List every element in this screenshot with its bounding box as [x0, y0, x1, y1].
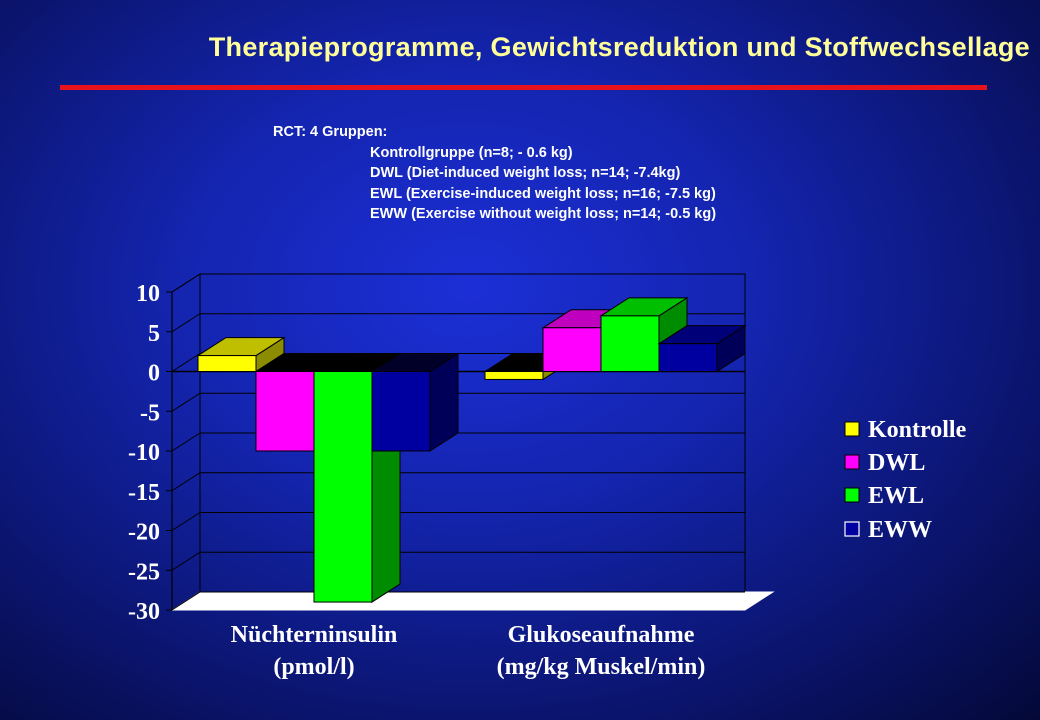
gridline — [171, 273, 745, 293]
notes-heading: RCT: 4 Gruppen: — [273, 124, 388, 140]
y-tick-label: -20 — [128, 520, 160, 546]
gridline — [171, 432, 745, 452]
y-tick-label: -30 — [128, 599, 160, 625]
legend-swatch-eww — [844, 521, 860, 537]
legend-label: EWL — [868, 483, 924, 509]
y-tick-label: 5 — [148, 321, 160, 347]
slide-title: Therapieprogramme, Gewichtsreduktion und… — [208, 32, 1030, 62]
y-tick-label: 10 — [136, 281, 160, 307]
category-label-line2: (pmol/l) — [273, 654, 354, 680]
gridline — [171, 591, 745, 611]
gridline — [171, 392, 745, 412]
category-label-line1: Nüchterninsulin — [231, 622, 398, 648]
category-label-line1: Glukoseaufnahme — [508, 622, 695, 648]
y-tick-label: -25 — [128, 559, 160, 585]
y-axis: 10 5 0 -5 -10 -15 -20 -25 -30 — [128, 281, 173, 625]
legend-swatch-dwl — [844, 454, 860, 470]
notes-group-ewl: EWL (Exercise-induced weight loss; n=16;… — [370, 185, 716, 202]
legend-label: EWW — [868, 517, 932, 543]
gridline — [171, 313, 745, 333]
legend-label: DWL — [868, 450, 925, 476]
chart-legend: Kontrolle DWL EWL EWW — [844, 417, 967, 543]
notes-group-eww: EWW (Exercise without weight loss; n=14;… — [370, 206, 717, 222]
y-tick-label: -5 — [140, 400, 160, 426]
category-label-line2: (mg/kg Muskel/min) — [497, 654, 706, 680]
bars — [196, 296, 747, 603]
x-axis-labels: Nüchterninsulin (pmol/l) Glukoseaufnahme… — [231, 622, 706, 680]
y-tick-label: -10 — [128, 440, 160, 466]
bar — [313, 371, 373, 603]
gridline — [171, 512, 745, 531]
chart-floor — [170, 591, 775, 611]
bar — [197, 355, 257, 373]
legend-swatch-kontrolle — [844, 421, 860, 437]
bar — [255, 371, 315, 452]
bar — [542, 327, 602, 372]
bar — [371, 371, 431, 452]
study-notes: RCT: 4 Gruppen: Kontrollgruppe (n=8; - 0… — [273, 122, 716, 225]
gridline — [171, 472, 745, 492]
bar — [484, 371, 544, 380]
notes-group-dwl: DWL (Diet-induced weight loss; n=14; -7.… — [370, 165, 681, 181]
y-tick-label: -15 — [128, 480, 160, 506]
gridline — [171, 551, 745, 571]
bar — [600, 315, 660, 373]
bar — [658, 343, 718, 372]
legend-label: Kontrolle — [868, 417, 967, 443]
y-tick-label: 0 — [148, 361, 160, 387]
title-divider — [60, 85, 987, 90]
notes-group-control: Kontrollgruppe (n=8; - 0.6 kg) — [370, 144, 573, 161]
legend-swatch-ewl — [844, 487, 860, 503]
